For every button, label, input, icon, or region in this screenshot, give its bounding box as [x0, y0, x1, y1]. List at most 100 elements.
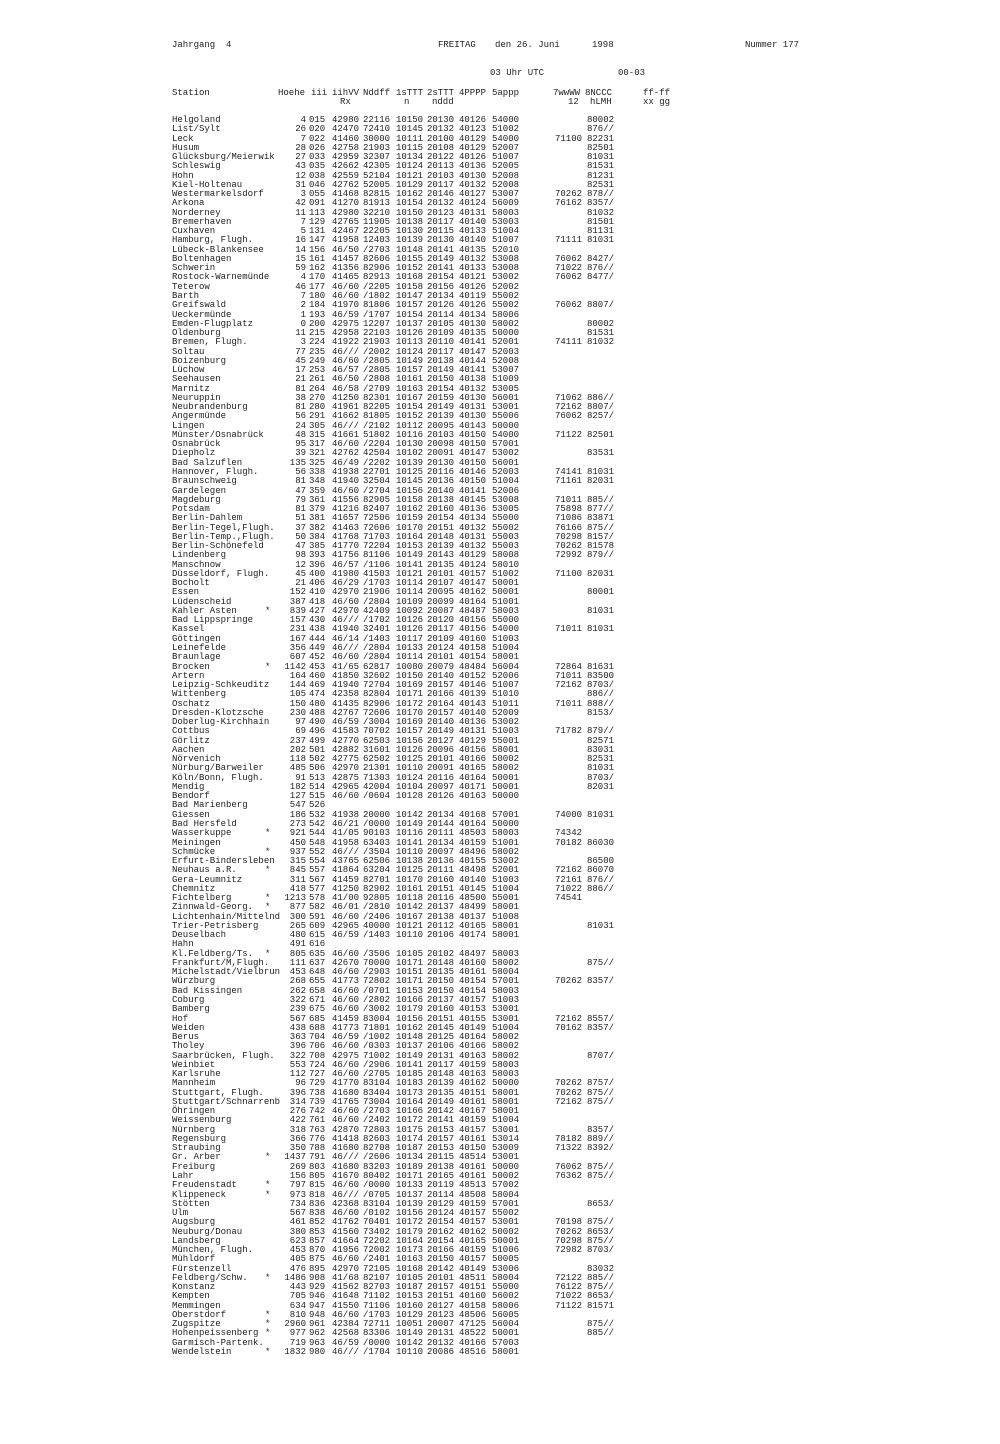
col-5appp: 5appp: [492, 88, 520, 98]
group-2sttt: 20122: [427, 152, 455, 163]
group-nddff: /2705: [363, 1069, 391, 1080]
table-row: Stuttgart, Flugh. 396 738 41680 83404 10173 20…: [0, 1087, 1000, 1098]
group-iihvv: 46/60: [332, 985, 360, 996]
group-4pppp: 40163: [459, 1069, 487, 1080]
station-name: Garmisch-Partenk.: [172, 1337, 264, 1348]
station-id: 156: [309, 244, 326, 255]
group-iihvv: 41250: [332, 883, 360, 894]
table-row: Fichtelberg * 1213 578 41/00 92805 10118 20116 4…: [0, 894, 1000, 903]
station-name: Barth: [172, 291, 200, 301]
group-nddff: /0705: [363, 1189, 391, 1200]
station-id: 675: [309, 1004, 326, 1015]
station-height: 11: [295, 328, 306, 339]
group-5appp: 50001: [492, 772, 520, 783]
group-1sttt: 10121: [396, 568, 424, 579]
group-nddff: 82205: [363, 402, 391, 413]
group-5appp: 50002: [492, 754, 520, 765]
group-5appp: 55001: [492, 893, 520, 904]
group-5appp: 50000: [492, 819, 520, 829]
group-4pppp: 40124: [459, 559, 487, 570]
station-name: Potsdam: [172, 504, 210, 515]
group-7wwww: 71322: [555, 1143, 583, 1154]
station-name: Cuxhaven: [172, 226, 216, 237]
group-8nccc: 875//: [587, 1282, 615, 1293]
station-height: 480: [289, 930, 306, 941]
group-1sttt: 10126: [396, 328, 424, 339]
group-nddff: 81805: [363, 411, 391, 422]
group-5appp: 58003: [492, 207, 520, 218]
group-nddff: 62506: [363, 856, 391, 867]
station-name: Erfurt-Bindersleben: [172, 856, 275, 867]
group-5appp: 50000: [492, 420, 520, 431]
group-2sttt: 20101: [427, 754, 455, 765]
group-4pppp: 40150: [459, 439, 487, 450]
group-8nccc: 8157/: [587, 531, 615, 542]
group-iihvv: 41648: [332, 1291, 360, 1302]
station-height: 111: [289, 957, 306, 968]
station-id: 270: [309, 392, 326, 403]
group-nddff: /2805: [363, 355, 391, 366]
group-1sttt: 10154: [396, 198, 424, 209]
group-7wwww: 76062: [555, 253, 583, 264]
station-height: 567: [289, 1208, 306, 1219]
group-1sttt: 10116: [396, 828, 424, 839]
group-8nccc: 8703/: [587, 772, 615, 783]
group-iihvv: 41356: [332, 263, 360, 274]
group-iihvv: 41664: [332, 1235, 360, 1246]
station-height: 405: [289, 1254, 306, 1265]
group-8nccc: 8153/: [587, 707, 615, 718]
group-8nccc: 81031: [587, 152, 615, 163]
group-iihvv: 41/00: [332, 893, 360, 904]
group-iihvv: 41/05: [332, 828, 360, 839]
station-id: 738: [309, 1087, 326, 1098]
station-name: Berlin-Dahlem: [172, 513, 243, 524]
station-height: 491: [289, 939, 306, 950]
group-nddff: 41503: [363, 568, 391, 579]
table-row: Neuburg/Donau 380 853 41560 73402 10179 20162 4…: [0, 1227, 1000, 1237]
station-name: Bad Lippspringe: [172, 615, 254, 626]
group-4pppp: 48513: [459, 1180, 487, 1191]
group-iihvv: 42970: [332, 763, 360, 774]
group-2sttt: 20148: [427, 1069, 455, 1080]
group-iihvv: 46/60: [332, 596, 360, 607]
station-name: Mühldorf: [172, 1254, 216, 1265]
col-nddff: Nddff: [363, 88, 391, 98]
station-id: 460: [309, 670, 326, 681]
group-4pppp: 40159: [459, 1059, 487, 1070]
station-id: 658: [309, 985, 326, 996]
group-nddff: 90103: [363, 828, 391, 839]
group-nddff: 82804: [363, 689, 391, 700]
station-height: 157: [289, 615, 306, 626]
group-nddff: /1704: [363, 1347, 391, 1357]
station-id: 305: [309, 420, 326, 431]
group-iihvv: 42767: [332, 707, 360, 718]
group-1sttt: 10153: [396, 985, 424, 996]
group-5appp: 51004: [492, 643, 520, 653]
station-id: 033: [309, 152, 326, 163]
group-7wwww: 72161: [555, 874, 583, 885]
group-8nccc: 885//: [587, 494, 615, 505]
group-5appp: 54000: [492, 115, 520, 125]
group-4pppp: 40141: [459, 485, 487, 496]
table-row: Mendig 182 514 42965 42004 10104 20097 40171 500…: [0, 782, 1000, 792]
station-height: 239: [289, 1004, 306, 1015]
station-id: 200: [309, 318, 326, 329]
group-2sttt: 20144: [427, 819, 455, 829]
group-5appp: 56009: [492, 198, 520, 209]
table-row: Arkona 42 091 41270 81913 10154 20132 40124 5600…: [0, 199, 1000, 208]
high-altitude-marker: *: [265, 948, 271, 959]
table-row: Neuhaus a.R. * 845 557 41864 63204 10125 20111 4…: [0, 866, 1000, 875]
station-name: Lüchow: [172, 365, 205, 376]
group-2sttt: 20142: [427, 1263, 455, 1274]
table-row: Weinbiet 553 724 46/60/2906 10141 20117 40159 5…: [0, 1059, 1000, 1070]
group-nddff: /2002: [363, 346, 391, 357]
col-2sttt: 2sTTT: [427, 88, 455, 98]
group-7wwww: 76166: [555, 522, 583, 533]
station-name: Fichtelberg: [172, 893, 232, 904]
station-id: 616: [309, 939, 326, 950]
station-name: Wendelstein: [172, 1347, 232, 1357]
station-id: 113: [309, 207, 326, 218]
group-nddff: 63204: [363, 865, 391, 876]
group-4pppp: 40145: [459, 883, 487, 894]
station-height: 69: [295, 726, 306, 737]
